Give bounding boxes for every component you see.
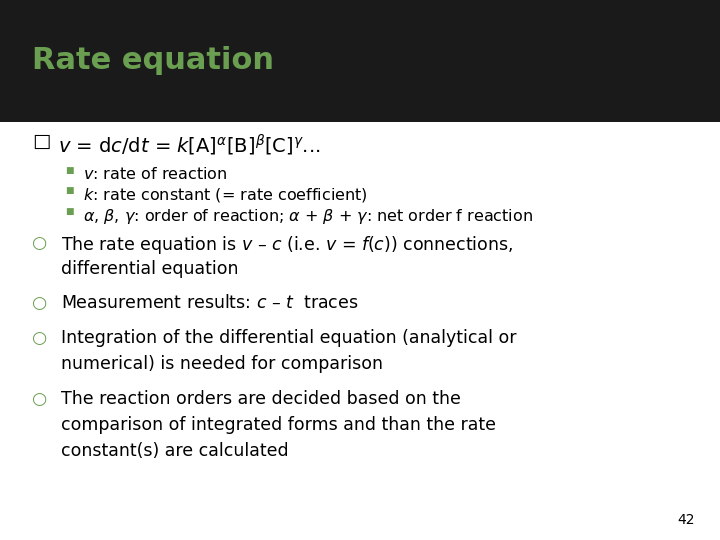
Text: ■: ■ (65, 166, 73, 175)
Text: ○: ○ (32, 294, 48, 312)
Text: Rate equation: Rate equation (32, 46, 274, 75)
Text: ○: ○ (32, 329, 48, 347)
Text: $v$: rate of reaction: $v$: rate of reaction (83, 166, 228, 182)
Text: numerical) is needed for comparison: numerical) is needed for comparison (61, 355, 383, 373)
Text: Integration of the differential equation (analytical or: Integration of the differential equation… (61, 329, 517, 347)
Text: constant(s) are calculated: constant(s) are calculated (61, 442, 289, 460)
Text: differential equation: differential equation (61, 260, 239, 278)
Text: ■: ■ (65, 186, 73, 195)
Text: The rate equation is $v$ – $c$ (i.e. $v$ = $f$($c$)) connections,: The rate equation is $v$ – $c$ (i.e. $v$… (61, 234, 513, 256)
Text: Measurement results: $c$ – $t$  traces: Measurement results: $c$ – $t$ traces (61, 294, 359, 312)
Text: ■: ■ (65, 207, 73, 216)
Text: $v$ = d$c$/d$t$ = $k$[A]$^{\alpha}$[B]$^{\beta}$[C]$^{\gamma}$...: $v$ = d$c$/d$t$ = $k$[A]$^{\alpha}$[B]$^… (58, 132, 320, 158)
Text: $k$: rate constant (= rate coefficient): $k$: rate constant (= rate coefficient) (83, 186, 368, 204)
Text: $\alpha$, $\beta$, $\gamma$: order of reaction; $\alpha$ + $\beta$ + $\gamma$: n: $\alpha$, $\beta$, $\gamma$: order of re… (83, 207, 533, 226)
Text: The reaction orders are decided based on the: The reaction orders are decided based on… (61, 390, 461, 408)
Text: ○: ○ (32, 390, 48, 408)
Text: 42: 42 (678, 512, 695, 526)
Text: □: □ (32, 132, 51, 151)
Text: comparison of integrated forms and than the rate: comparison of integrated forms and than … (61, 416, 496, 434)
Text: ○: ○ (32, 234, 48, 252)
